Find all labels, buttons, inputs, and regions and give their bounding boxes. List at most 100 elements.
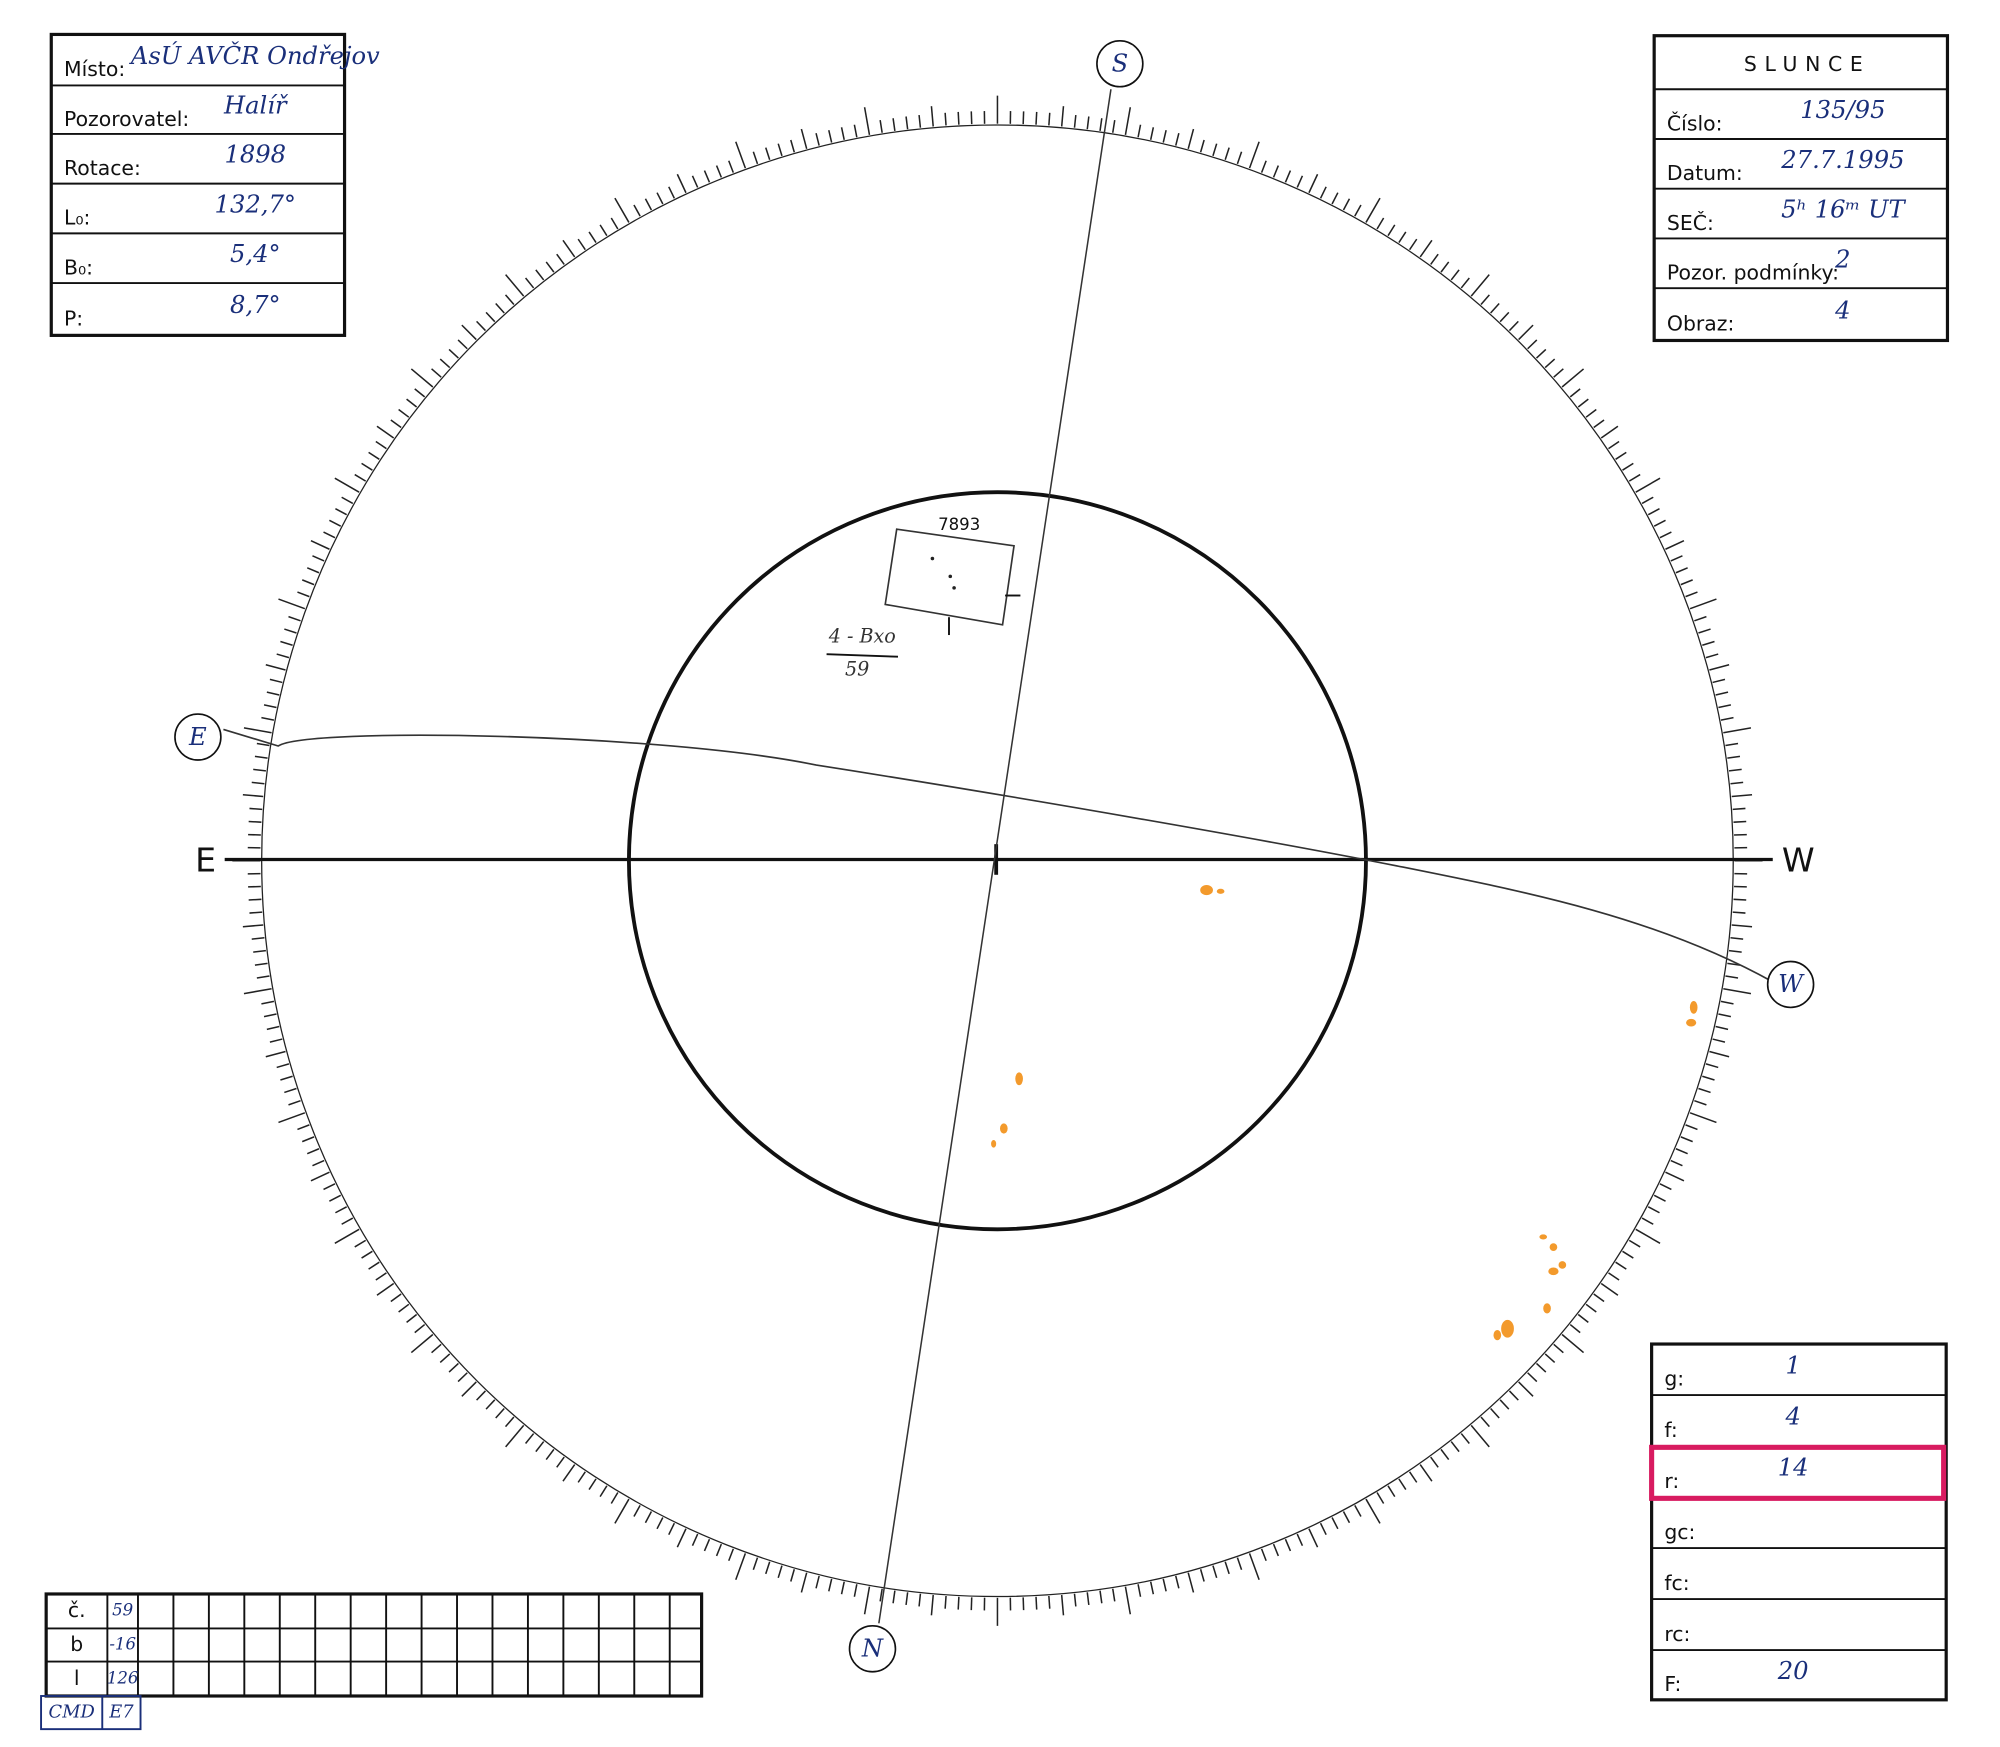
limb-tick (1733, 820, 1747, 823)
limb-tick (1733, 898, 1747, 901)
limb-tick (376, 425, 395, 439)
highlight (1649, 1444, 1947, 1501)
limb-tick (335, 508, 348, 516)
group-number: 7893 (938, 515, 980, 534)
limb-tick (1111, 120, 1116, 133)
limb-tick (310, 1171, 330, 1182)
north-label: N (861, 1635, 884, 1663)
table-label: b (70, 1632, 83, 1656)
limb-tick (505, 1424, 525, 1448)
limb-tick (1212, 143, 1218, 157)
limb-tick (790, 1569, 796, 1582)
limb-tick (1048, 1595, 1051, 1609)
limb-tick (265, 663, 286, 671)
limb-tick (1680, 1136, 1693, 1143)
limb-tick (280, 1075, 293, 1081)
table-frame (44, 1592, 704, 1698)
limb-tick (323, 1183, 336, 1191)
field-label: L₀: (64, 206, 90, 230)
limb-tick (251, 781, 265, 785)
field-label: B₀: (64, 255, 93, 279)
limb-tick (1608, 1272, 1620, 1281)
limb-tick (329, 1194, 342, 1202)
limb-tick (354, 1239, 367, 1248)
limb-tick (1419, 1464, 1433, 1482)
limb-tick (390, 1293, 402, 1303)
field-label: Pozorovatel: (64, 107, 189, 131)
limb-tick (614, 1498, 630, 1524)
limb-tick (1675, 1148, 1688, 1155)
field-label: f: (1664, 1418, 1677, 1442)
limb-tick (476, 1390, 486, 1401)
spot-dot (930, 556, 935, 561)
limb-tick (1175, 1575, 1180, 1589)
limb-tick (1354, 204, 1362, 217)
limb-tick (840, 127, 845, 140)
box-frame (49, 32, 347, 337)
limb-tick (1670, 555, 1683, 562)
limb-tick (334, 477, 360, 493)
limb-scale (232, 95, 1763, 1626)
limb-tick (735, 1553, 747, 1580)
field-label: SEČ: (1667, 210, 1714, 235)
limb-tick (957, 1596, 960, 1610)
limb-tick (1728, 768, 1742, 772)
limb-tick (1670, 1159, 1683, 1167)
limb-tick (1535, 348, 1547, 359)
limb-tick (1600, 425, 1619, 439)
limb-tick (1685, 591, 1698, 598)
field-value: 5ʰ 16ᵐ UT (1781, 196, 1906, 224)
limb-tick (1342, 1511, 1351, 1524)
limb-tick (879, 120, 883, 133)
limb-tick (1460, 277, 1470, 289)
limb-tick (1675, 567, 1688, 574)
limb-tick (1460, 1433, 1470, 1444)
limb-tick (1470, 1424, 1490, 1448)
limb-tick (1712, 678, 1726, 684)
limb-tick (1723, 727, 1752, 734)
limb-tick (1073, 114, 1077, 128)
limb-tick (905, 1592, 909, 1606)
limb-tick (944, 112, 947, 126)
limb-tick (1569, 388, 1581, 398)
limb-tick (361, 462, 373, 471)
limb-tick (1398, 231, 1407, 244)
limb-tick (1099, 118, 1103, 131)
limb-tick (1480, 1416, 1490, 1428)
limb-tick (853, 1584, 858, 1597)
limb-tick (1419, 239, 1433, 258)
limb-tick (1284, 170, 1292, 183)
limb-tick (610, 217, 619, 230)
field-label: r: (1664, 1469, 1679, 1493)
limb-tick (1086, 1592, 1090, 1606)
limb-tick (306, 1148, 320, 1155)
limb-tick (485, 311, 496, 323)
limb-tick (243, 727, 272, 734)
limb-tick (524, 1433, 535, 1444)
field-value: 20 (1777, 1657, 1809, 1685)
limb-tick (957, 111, 960, 125)
limb-tick (1224, 1561, 1230, 1575)
limb-tick (715, 165, 723, 178)
limb-tick (1553, 368, 1564, 378)
limb-tick (1137, 124, 1142, 138)
west-marker-circle (1766, 960, 1815, 1009)
field-value: Halíř (223, 92, 289, 120)
limb-tick (280, 640, 293, 646)
field-value: AsÚ AVČR Ondřejov (129, 41, 380, 70)
limb-tick (1608, 440, 1620, 450)
limb-tick (278, 598, 306, 610)
limb-tick (668, 1522, 676, 1536)
limb-tick (1641, 496, 1654, 505)
limb-tick (334, 1228, 360, 1244)
limb-tick (1694, 1099, 1707, 1106)
limb-tick (535, 1441, 545, 1453)
limb-tick (535, 269, 545, 281)
limb-tick (1408, 238, 1418, 251)
limb-tick (306, 567, 320, 574)
limb-tick (691, 175, 699, 188)
limb-tick (276, 653, 290, 659)
limb-tick (312, 1159, 325, 1167)
field-label: g: (1664, 1367, 1684, 1391)
